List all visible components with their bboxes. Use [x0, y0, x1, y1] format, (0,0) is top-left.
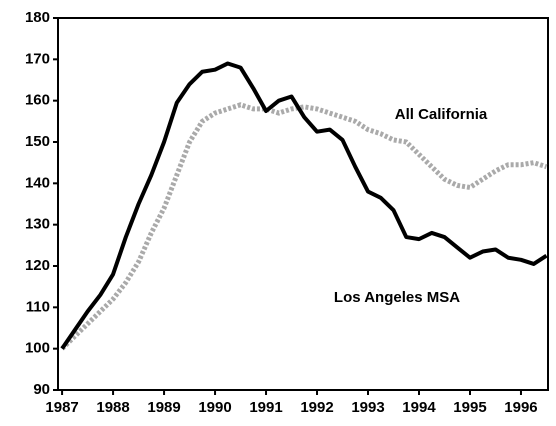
y-tick-label: 100 [25, 340, 50, 357]
x-tick-label: 1989 [147, 399, 180, 416]
x-tick-label: 1992 [300, 399, 333, 416]
x-tick-label: 1994 [402, 399, 436, 416]
series-label: Los Angeles MSA [334, 289, 460, 306]
series-label: All California [395, 106, 488, 123]
x-tick-label: 1996 [504, 399, 537, 416]
y-tick-label: 110 [26, 298, 50, 315]
y-tick-label: 160 [25, 92, 50, 109]
x-tick-label: 1993 [351, 399, 384, 416]
y-tick-label: 170 [25, 50, 50, 67]
x-tick-label: 1995 [453, 399, 486, 416]
y-tick-label: 140 [25, 174, 50, 191]
x-tick-label: 1988 [96, 399, 129, 416]
series-line [60, 61, 548, 350]
y-tick-label: 120 [25, 257, 50, 274]
y-tick-label: 180 [25, 9, 50, 26]
series-line [60, 102, 548, 351]
x-tick-label: 1990 [198, 399, 231, 416]
y-tick-label: 150 [25, 133, 50, 150]
x-tick-label: 1991 [249, 399, 282, 416]
x-tick-label: 1987 [45, 399, 78, 416]
plot-frame [57, 17, 549, 391]
y-tick-label: 130 [25, 216, 50, 233]
y-tick-label: 90 [33, 381, 50, 398]
